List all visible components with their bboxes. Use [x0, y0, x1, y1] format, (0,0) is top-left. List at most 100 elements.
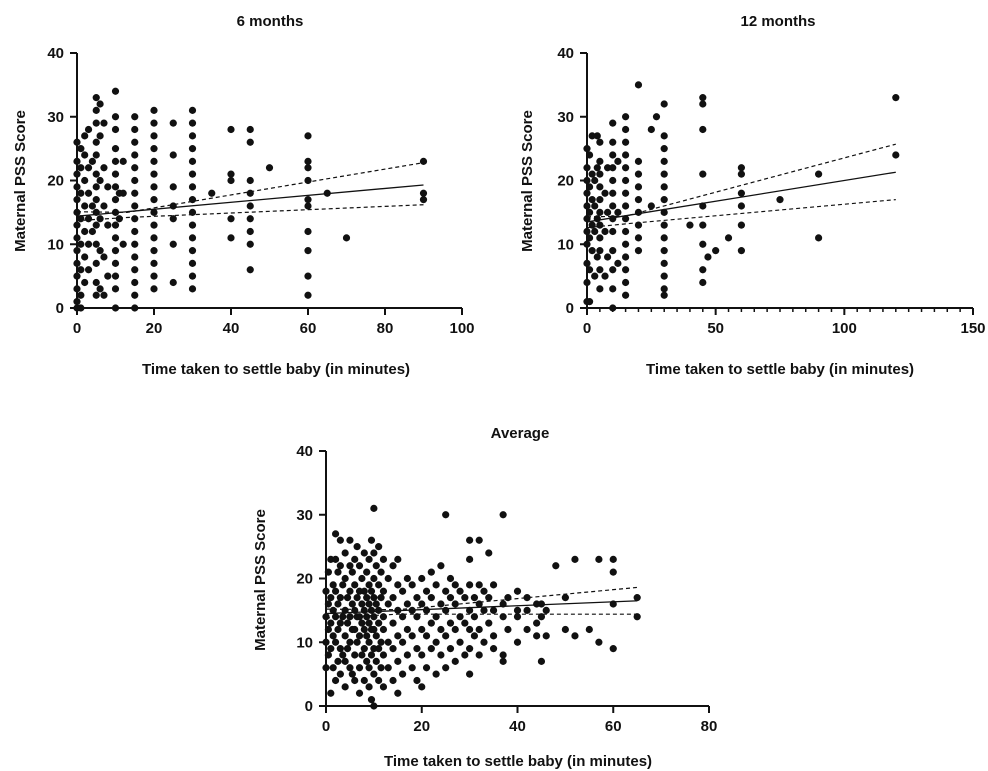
data-point: [432, 670, 440, 678]
data-point: [115, 215, 123, 223]
data-point: [504, 594, 512, 602]
data-point: [188, 285, 197, 293]
data-point: [343, 594, 352, 602]
data-point: [609, 266, 617, 274]
data-point: [150, 157, 158, 165]
data-point: [327, 619, 335, 627]
data-point: [596, 183, 604, 191]
data-point: [367, 651, 376, 659]
data-point: [370, 574, 378, 583]
data-point: [394, 689, 402, 697]
data-point: [331, 613, 340, 621]
data-point: [322, 638, 330, 646]
data-point: [188, 234, 197, 242]
data-point: [188, 106, 197, 114]
data-point: [377, 568, 385, 576]
data-point: [585, 234, 594, 242]
data-point: [346, 664, 354, 672]
data-point: [169, 215, 177, 223]
data-point: [614, 157, 622, 165]
data-point: [461, 594, 469, 602]
data-point: [100, 164, 108, 172]
data-point: [351, 676, 359, 685]
data-point: [596, 196, 604, 204]
data-point: [601, 227, 609, 236]
chart-6-months: 6 months Time taken to settle baby (in m…: [12, 13, 475, 378]
data-point: [542, 606, 550, 614]
data-point: [634, 183, 643, 191]
data-point: [131, 278, 139, 287]
data-point: [892, 151, 900, 159]
data-point: [188, 145, 197, 153]
data-point: [365, 619, 373, 627]
x-tick-label: 20: [146, 320, 163, 337]
data-point: [660, 145, 668, 153]
data-point: [418, 574, 426, 583]
data-point: [583, 145, 591, 153]
data-point: [73, 170, 81, 178]
chart-title: Average: [491, 425, 550, 442]
data-point: [370, 670, 378, 678]
data-point: [77, 145, 85, 153]
data-point: [367, 696, 376, 704]
data-point: [596, 138, 604, 146]
data-point: [622, 227, 630, 236]
data-point: [622, 125, 630, 134]
data-point: [622, 164, 630, 172]
data-point: [73, 259, 81, 267]
data-point: [446, 574, 455, 583]
data-point: [370, 504, 378, 512]
data-point: [131, 215, 139, 223]
data-point: [363, 568, 371, 576]
data-point: [131, 164, 139, 172]
data-point: [561, 594, 569, 602]
data-point: [304, 227, 312, 236]
data-point: [422, 587, 431, 595]
data-point: [699, 125, 707, 134]
data-point: [699, 278, 707, 287]
data-point: [419, 196, 428, 204]
data-point: [367, 606, 376, 614]
data-point: [466, 555, 474, 563]
data-point: [353, 543, 361, 551]
data-point: [131, 151, 139, 159]
data-point: [150, 272, 158, 280]
data-point: [571, 632, 579, 640]
data-point: [384, 574, 392, 583]
data-point: [188, 157, 197, 165]
data-point: [419, 157, 428, 165]
data-point: [365, 555, 373, 563]
data-point: [609, 119, 617, 127]
data-point: [331, 530, 340, 538]
data-point: [169, 240, 177, 248]
data-point: [379, 613, 388, 621]
data-point: [591, 272, 599, 280]
data-point: [583, 176, 591, 185]
data-point: [360, 676, 368, 685]
data-point: [111, 87, 120, 95]
data-point: [346, 638, 354, 646]
data-point: [73, 196, 81, 204]
data-point: [360, 549, 368, 557]
data-point: [131, 227, 139, 236]
data-point: [399, 613, 407, 621]
data-point: [375, 606, 383, 614]
data-point: [585, 266, 594, 274]
data-point: [737, 164, 746, 172]
data-point: [304, 164, 312, 172]
y-axis-label: Maternal PSS Score: [252, 509, 269, 651]
data-point: [73, 247, 81, 255]
data-point: [704, 253, 712, 261]
data-point: [384, 638, 392, 646]
data-point: [322, 613, 330, 621]
data-point: [358, 651, 366, 659]
data-point: [341, 549, 349, 557]
data-point: [634, 247, 643, 255]
data-point: [588, 196, 596, 204]
regression-line: [325, 600, 638, 615]
data-point: [585, 183, 594, 191]
data-point: [343, 645, 352, 653]
data-point: [329, 606, 337, 614]
data-point: [603, 253, 612, 261]
data-point: [384, 664, 392, 672]
